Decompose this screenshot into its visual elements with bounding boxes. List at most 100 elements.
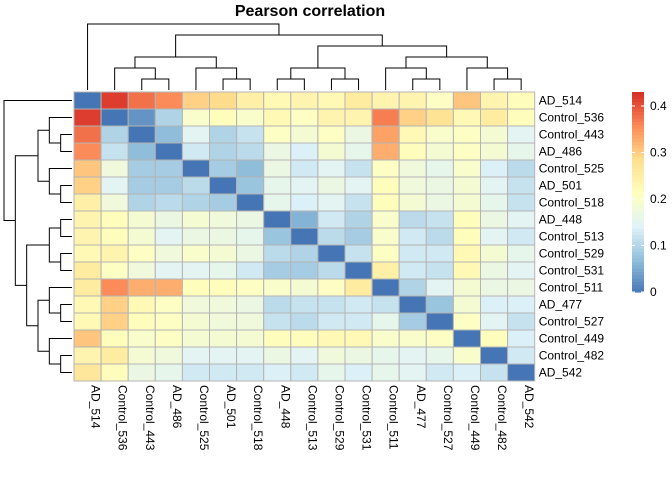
- legend-color-step: [632, 275, 644, 280]
- legend-color-step: [632, 142, 644, 146]
- legend-color-step: [632, 162, 644, 166]
- column-label: AD_514: [89, 385, 103, 429]
- row-label: AD_486: [539, 145, 583, 159]
- row-label: Control_536: [539, 111, 605, 125]
- legend-color-step: [632, 128, 644, 133]
- heatmap-cell: [425, 363, 454, 382]
- heatmap-cell: [344, 91, 373, 110]
- dendrogram-branch: [37, 299, 50, 352]
- heatmap-cell: [317, 108, 346, 127]
- heatmap-cell: [507, 261, 536, 280]
- heatmap-cell: [154, 227, 183, 246]
- heatmap-cell: [398, 210, 427, 229]
- row-label: AD_542: [539, 366, 583, 380]
- heatmap-cell: [371, 363, 400, 382]
- heatmap-cell: [290, 227, 319, 246]
- heatmap-cell: [317, 125, 346, 144]
- legend-color-step: [632, 265, 644, 270]
- heatmap-cell: [236, 312, 265, 331]
- heatmap-cell: [452, 295, 481, 314]
- heatmap-cell: [73, 108, 102, 127]
- heatmap-cell: [371, 312, 400, 331]
- heatmap-cell: [73, 363, 102, 382]
- heatmap-cells: [73, 91, 536, 382]
- dendrogram-branch: [60, 134, 72, 152]
- legend-color-step: [632, 258, 644, 263]
- heatmap-cell: [73, 312, 102, 331]
- heatmap-cell: [181, 91, 210, 110]
- heatmap-cell: [154, 193, 183, 212]
- legend-color-step: [632, 205, 644, 210]
- legend-color-step: [632, 212, 644, 216]
- heatmap-cell: [73, 193, 102, 212]
- legend-color-step: [632, 218, 644, 223]
- heatmap-cell: [263, 227, 292, 246]
- color-legend: 0 0.1 0.2 0.3 0.4: [632, 92, 667, 299]
- row-label: Control_513: [539, 230, 605, 244]
- heatmap-cell: [236, 363, 265, 382]
- row-label: Control_531: [539, 264, 605, 278]
- heatmap-cell: [290, 210, 319, 229]
- heatmap-cell: [425, 210, 454, 229]
- heatmap-cell: [100, 91, 129, 110]
- dendrogram-branch: [317, 45, 448, 68]
- heatmap-cell: [371, 244, 400, 263]
- column-labels: AD_514 Control_536 Control_443 AD_486 Contro…: [89, 385, 537, 451]
- heatmap-cell: [344, 142, 373, 161]
- heatmap-cell: [100, 159, 129, 178]
- heatmap-cell: [209, 261, 238, 280]
- heatmap-cell: [507, 125, 536, 144]
- heatmap-cell: [344, 346, 373, 365]
- heatmap-cell: [425, 176, 454, 195]
- heatmap-cell: [209, 227, 238, 246]
- dendrogram-branch: [48, 227, 61, 263]
- heatmap-cell: [127, 295, 156, 314]
- heatmap-cell: [181, 227, 210, 246]
- column-label: AD_477: [414, 385, 428, 429]
- heatmap-cell: [236, 142, 265, 161]
- heatmap-cell: [507, 176, 536, 195]
- heatmap-cell: [236, 278, 265, 297]
- heatmap-cell: [371, 176, 400, 195]
- heatmap-cell: [127, 108, 156, 127]
- heatmap-cell: [371, 159, 400, 178]
- heatmap-cell: [507, 159, 536, 178]
- heatmap-cell: [452, 329, 481, 348]
- heatmap-cell: [398, 91, 427, 110]
- heatmap-cell: [181, 125, 210, 144]
- heatmap-cell: [236, 329, 265, 348]
- heatmap-cell: [398, 244, 427, 263]
- heatmap-cell: [317, 142, 346, 161]
- heatmap-cell: [507, 210, 536, 229]
- heatmap-cell: [154, 312, 183, 331]
- legend-color-step: [632, 185, 644, 190]
- dendrogram-branch: [175, 34, 383, 57]
- dendrogram-branch: [60, 253, 72, 271]
- heatmap-cell: [398, 125, 427, 144]
- heatmap-cell: [398, 346, 427, 365]
- heatmap-cell: [181, 329, 210, 348]
- legend-color-step: [632, 132, 644, 136]
- legend-color-step: [632, 175, 644, 180]
- heatmap-cell: [209, 176, 238, 195]
- heatmap-cell: [290, 312, 319, 331]
- heatmap-cell: [317, 91, 346, 110]
- heatmap-cell: [480, 312, 509, 331]
- heatmap-cell: [371, 142, 400, 161]
- heatmap-cell: [127, 210, 156, 229]
- heatmap-cell: [344, 363, 373, 382]
- heatmap-cell: [317, 244, 346, 263]
- heatmap-cell: [371, 91, 400, 110]
- heatmap-cell: [507, 312, 536, 331]
- heatmap-cell: [425, 125, 454, 144]
- heatmap-cell: [127, 142, 156, 161]
- column-label: AD_542: [522, 385, 536, 429]
- column-label: Control_518: [251, 385, 265, 451]
- legend-color-step: [632, 195, 644, 200]
- heatmap-cell: [290, 329, 319, 348]
- column-dendrogram: [87, 23, 522, 90]
- heatmap-cell: [507, 363, 536, 382]
- dendrogram-branch: [60, 219, 72, 237]
- dendrogram-branch: [14, 155, 38, 286]
- heatmap-cell: [317, 295, 346, 314]
